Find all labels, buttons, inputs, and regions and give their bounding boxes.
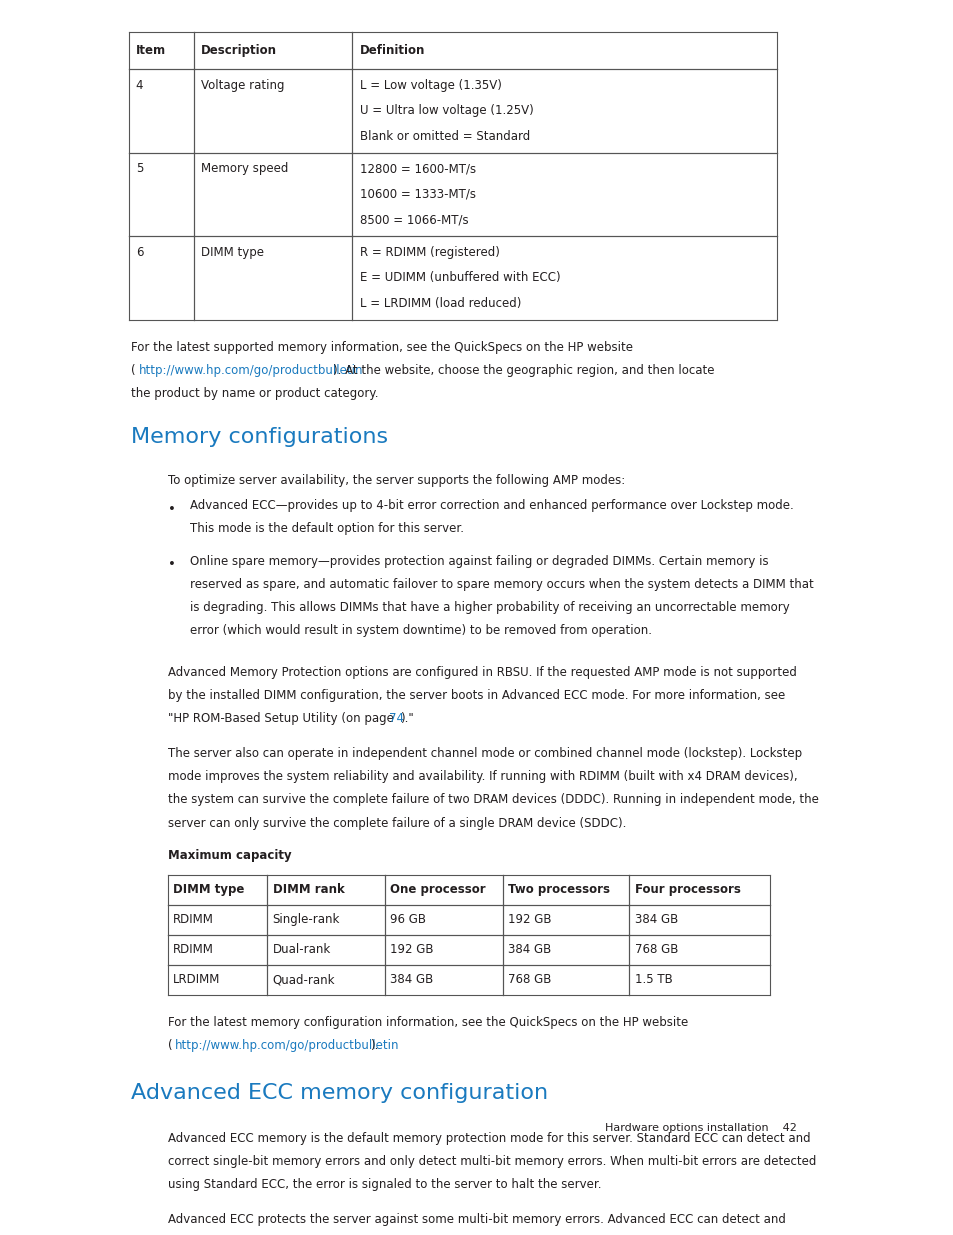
Text: DIMM type: DIMM type	[201, 246, 264, 258]
Text: is degrading. This allows DIMMs that have a higher probability of receiving an u: is degrading. This allows DIMMs that hav…	[190, 601, 789, 614]
Text: http://www.hp.com/go/productbulletin: http://www.hp.com/go/productbulletin	[174, 1039, 399, 1052]
Text: Four processors: Four processors	[635, 883, 740, 897]
Text: DIMM type: DIMM type	[172, 883, 244, 897]
Text: Two processors: Two processors	[508, 883, 610, 897]
Text: Voltage rating: Voltage rating	[201, 79, 284, 91]
Text: Item: Item	[135, 44, 166, 58]
Text: 768 GB: 768 GB	[508, 973, 551, 987]
Text: Quad-rank: Quad-rank	[273, 973, 335, 987]
Text: (: (	[168, 1039, 172, 1052]
Text: 74: 74	[389, 713, 404, 725]
Text: ).: ).	[369, 1039, 377, 1052]
Text: To optimize server availability, the server supports the following AMP modes:: To optimize server availability, the ser…	[168, 474, 624, 487]
Text: •: •	[168, 503, 175, 516]
Text: Memory configurations: Memory configurations	[132, 427, 388, 447]
Text: Definition: Definition	[359, 44, 424, 58]
Text: Advanced Memory Protection options are configured in RBSU. If the requested AMP : Advanced Memory Protection options are c…	[168, 666, 796, 679]
Text: correct single-bit memory errors and only detect multi-bit memory errors. When m: correct single-bit memory errors and onl…	[168, 1155, 815, 1168]
Text: by the installed DIMM configuration, the server boots in Advanced ECC mode. For : by the installed DIMM configuration, the…	[168, 689, 784, 703]
Text: LRDIMM: LRDIMM	[172, 973, 220, 987]
Text: Hardware options installation    42: Hardware options installation 42	[604, 1123, 796, 1132]
Text: Advanced ECC protects the server against some multi-bit memory errors. Advanced : Advanced ECC protects the server against…	[168, 1213, 784, 1225]
Text: Advanced ECC memory is the default memory protection mode for this server. Stand: Advanced ECC memory is the default memor…	[168, 1131, 809, 1145]
Text: 384 GB: 384 GB	[508, 944, 551, 956]
Text: RDIMM: RDIMM	[172, 944, 213, 956]
Text: error (which would result in system downtime) to be removed from operation.: error (which would result in system down…	[190, 625, 652, 637]
Text: the system can survive the complete failure of two DRAM devices (DDDC). Running : the system can survive the complete fail…	[168, 793, 818, 806]
Text: ).": )."	[400, 713, 414, 725]
Text: •: •	[168, 558, 175, 572]
Text: 12800 = 1600-MT/s: 12800 = 1600-MT/s	[359, 162, 476, 175]
Text: using Standard ECC, the error is signaled to the server to halt the server.: using Standard ECC, the error is signale…	[168, 1178, 600, 1191]
Text: the product by name or product category.: the product by name or product category.	[132, 387, 378, 400]
Text: RDIMM: RDIMM	[172, 913, 213, 926]
Text: 768 GB: 768 GB	[635, 944, 678, 956]
Text: E = UDIMM (unbuffered with ECC): E = UDIMM (unbuffered with ECC)	[359, 270, 559, 284]
Text: One processor: One processor	[390, 883, 485, 897]
Text: This mode is the default option for this server.: This mode is the default option for this…	[190, 522, 464, 536]
Text: Advanced ECC memory configuration: Advanced ECC memory configuration	[132, 1083, 548, 1103]
Text: 6: 6	[135, 246, 143, 258]
Text: L = Low voltage (1.35V): L = Low voltage (1.35V)	[359, 79, 501, 91]
Text: 384 GB: 384 GB	[390, 973, 434, 987]
Text: R = RDIMM (registered): R = RDIMM (registered)	[359, 246, 499, 258]
Text: 8500 = 1066-MT/s: 8500 = 1066-MT/s	[359, 214, 468, 226]
Text: 384 GB: 384 GB	[635, 913, 678, 926]
Text: 96 GB: 96 GB	[390, 913, 426, 926]
Text: Online spare memory—provides protection against failing or degraded DIMMs. Certa: Online spare memory—provides protection …	[190, 555, 768, 568]
Text: For the latest supported memory information, see the QuickSpecs on the HP websit: For the latest supported memory informat…	[132, 341, 633, 353]
Text: mode improves the system reliability and availability. If running with RDIMM (bu: mode improves the system reliability and…	[168, 771, 797, 783]
Text: "HP ROM-Based Setup Utility (on page: "HP ROM-Based Setup Utility (on page	[168, 713, 396, 725]
Text: Maximum capacity: Maximum capacity	[168, 848, 291, 862]
Text: 192 GB: 192 GB	[390, 944, 434, 956]
Text: Memory speed: Memory speed	[201, 162, 288, 175]
Text: Single-rank: Single-rank	[273, 913, 339, 926]
Text: DIMM rank: DIMM rank	[273, 883, 344, 897]
Text: Description: Description	[201, 44, 276, 58]
Text: server can only survive the complete failure of a single DRAM device (SDDC).: server can only survive the complete fai…	[168, 816, 625, 830]
Text: 10600 = 1333-MT/s: 10600 = 1333-MT/s	[359, 188, 475, 200]
Text: Dual-rank: Dual-rank	[273, 944, 331, 956]
Text: U = Ultra low voltage (1.25V): U = Ultra low voltage (1.25V)	[359, 104, 533, 117]
Text: Blank or omitted = Standard: Blank or omitted = Standard	[359, 130, 529, 143]
Text: 1.5 TB: 1.5 TB	[635, 973, 672, 987]
Text: http://www.hp.com/go/productbulletin: http://www.hp.com/go/productbulletin	[138, 363, 363, 377]
Text: Advanced ECC—provides up to 4-bit error correction and enhanced performance over: Advanced ECC—provides up to 4-bit error …	[190, 499, 793, 513]
Text: For the latest memory configuration information, see the QuickSpecs on the HP we: For the latest memory configuration info…	[168, 1016, 687, 1029]
Text: The server also can operate in independent channel mode or combined channel mode: The server also can operate in independe…	[168, 747, 801, 760]
Text: (: (	[132, 363, 136, 377]
Text: reserved as spare, and automatic failover to spare memory occurs when the system: reserved as spare, and automatic failove…	[190, 578, 813, 592]
Text: 5: 5	[135, 162, 143, 175]
Text: L = LRDIMM (load reduced): L = LRDIMM (load reduced)	[359, 296, 520, 310]
Text: 4: 4	[135, 79, 143, 91]
Text: ). At the website, choose the geographic region, and then locate: ). At the website, choose the geographic…	[333, 363, 714, 377]
Text: 192 GB: 192 GB	[508, 913, 551, 926]
